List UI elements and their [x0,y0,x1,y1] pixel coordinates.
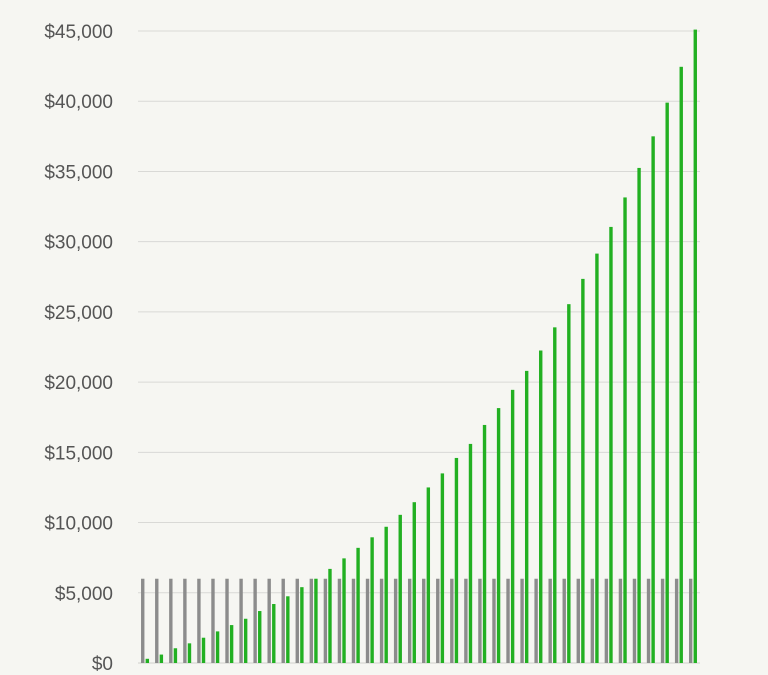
bar-green [623,197,627,663]
bar-gray [253,578,257,663]
bar-green [651,136,655,663]
bar-green [229,625,234,663]
bar-gray [520,578,524,663]
bar-green [286,596,290,663]
bar-green [215,631,220,663]
y-tick-label: $10,000 [44,514,113,535]
bar-green [637,167,641,663]
bar-gray [562,578,566,663]
bar-gray [422,578,426,663]
y-tick-label: $25,000 [44,303,113,324]
bar-gray [393,578,398,663]
bar-gray [239,578,243,663]
bar-gray [407,578,412,663]
bar-green [440,473,445,663]
y-tick-label: $15,000 [44,443,113,464]
bar-green [567,304,571,663]
bar-green [342,558,346,663]
bar-green [370,537,374,663]
bar-green [187,643,192,663]
bar-gray [365,578,370,663]
bar-gray [379,578,384,663]
bar-gray [295,578,299,663]
bar-green [159,654,164,663]
bars [141,29,697,664]
bar-green [581,278,585,663]
bar-gray [646,578,651,663]
bar-gray [436,578,440,663]
bar-green [595,253,599,663]
bar-green [510,389,515,663]
bar-green [412,502,416,663]
bar-green [454,457,459,663]
y-tick-label: $45,000 [44,22,113,43]
bar-gray [183,578,187,663]
bar-gray [576,578,580,663]
y-tick-label: $0 [92,654,113,675]
y-tick-label: $5,000 [55,584,113,605]
bar-gray [169,578,173,663]
bar-gray [478,578,482,663]
bar-gray [281,578,285,663]
y-axis-labels: $0 $5,000 $10,000 $15,000 $20,000 $25,000 $30,… [44,22,113,675]
y-tick-label: $20,000 [44,373,113,394]
bar-green [679,66,683,663]
bar-green [693,29,697,664]
y-tick-label: $35,000 [44,162,113,183]
bar-gray [225,578,229,663]
bar-gray [632,578,637,663]
bar-gray [590,578,595,663]
bar-gray [688,578,693,663]
bar-green [426,487,431,663]
bar-green [398,514,402,663]
bar-gray [211,578,215,663]
y-tick-label: $40,000 [44,92,113,113]
bar-green [314,578,318,663]
bar-green [468,443,473,663]
bar-gray [618,578,623,663]
gridlines [138,30,700,664]
bar-green [173,648,178,663]
bar-green [384,526,388,663]
bar-gray [674,578,679,663]
bar-gray [141,578,145,663]
bar-gray [464,578,468,663]
bar-gray [492,578,496,663]
bar-green [539,350,543,663]
bar-green [243,618,248,663]
bar-gray [506,578,510,663]
bar-green [356,547,360,663]
bar-green [553,327,557,663]
y-tick-label: $30,000 [44,233,113,254]
bar-green [300,587,304,663]
bar-green [609,226,613,664]
bar-gray [309,578,314,663]
bar-gray [450,578,454,663]
bar-green [496,408,501,663]
bar-gray [197,578,201,663]
bar-gray [155,578,159,663]
bar-green [665,102,669,663]
bar-green [145,658,150,663]
bar-gray [323,578,328,663]
bar-gray [351,578,356,663]
bar-gray [548,578,552,663]
bar-gray [534,578,538,663]
bar-green [524,370,529,663]
bar-gray [267,578,271,663]
bar-green [482,424,487,663]
bar-gray [660,578,665,663]
bar-green [328,568,332,663]
bar-green [272,604,276,663]
bar-green [258,611,262,663]
bar-gray [337,578,342,663]
bar-green [201,637,206,663]
bar-gray [604,578,609,663]
